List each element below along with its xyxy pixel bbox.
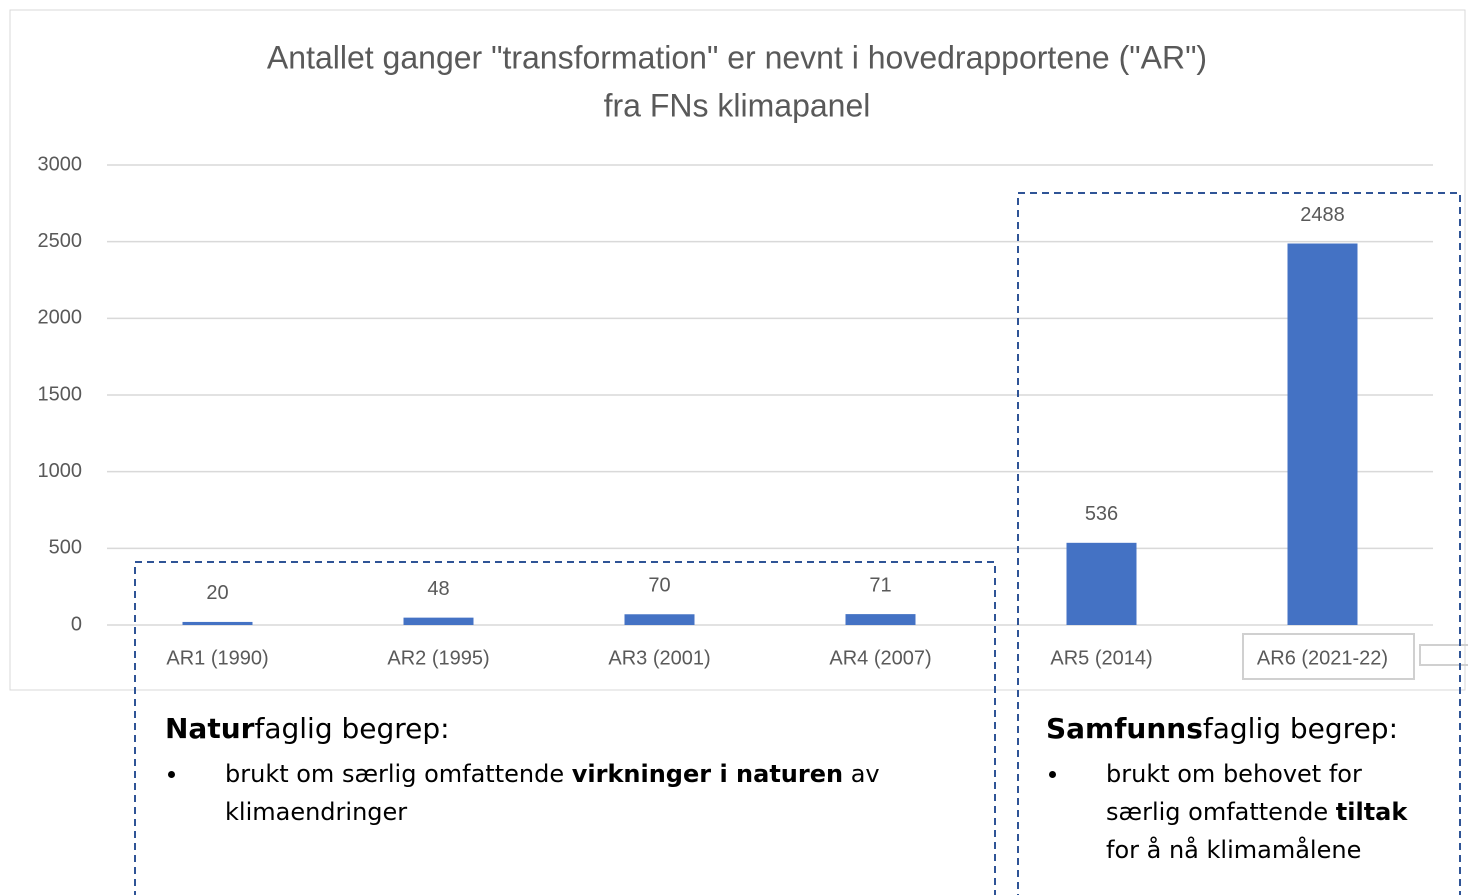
bullet-text: av klimaendringer: [225, 760, 880, 826]
selection-box: [1242, 633, 1415, 680]
annotation: Naturfaglig begrep: brukt om særlig omfa…: [165, 712, 965, 831]
bar: [1066, 542, 1137, 625]
bullet-text: for å nå klimamålene: [1106, 836, 1362, 864]
bar: [1287, 243, 1358, 626]
bar: [624, 614, 695, 625]
chart-title: Antallet ganger "transformation" er nevn…: [267, 39, 1207, 75]
y-tick-label: 0: [71, 613, 82, 635]
data-label: 48: [427, 578, 449, 600]
heading-text: faglig begrep:: [254, 712, 450, 745]
y-tick-label: 2000: [38, 307, 83, 329]
x-tick-label: AR4 (2007): [829, 647, 931, 669]
bullet-text: brukt om behovet for særlig omfattende: [1106, 760, 1362, 826]
chart-title: fra FNs klimapanel: [604, 87, 871, 123]
y-tick-label: 1000: [38, 460, 83, 482]
data-label: 20: [206, 582, 228, 604]
annotation-bullet: brukt om særlig omfattende virkninger i …: [165, 755, 925, 831]
y-tick-label: 500: [49, 537, 82, 559]
data-label: 71: [869, 574, 891, 596]
bullet-text: brukt om særlig omfattende: [225, 760, 572, 788]
x-tick-label: AR1 (1990): [166, 647, 268, 669]
heading-text: faglig begrep:: [1202, 712, 1399, 745]
bullet-dot: [1049, 771, 1056, 778]
annotation: Samfunnsfaglig begrep: brukt om behovet …: [1046, 712, 1456, 869]
y-tick-label: 1500: [38, 383, 83, 405]
bar: [182, 621, 253, 625]
x-tick-label: AR5 (2014): [1050, 647, 1152, 669]
bar: [403, 617, 474, 625]
heading-bold: Natur: [165, 712, 255, 745]
bullet-dot: [168, 771, 175, 778]
bullet-bold: virkninger i naturen: [571, 760, 844, 788]
group-box: [1017, 192, 1461, 895]
data-label: 70: [648, 575, 670, 597]
heading-bold: Samfunns: [1046, 712, 1203, 745]
annotation-heading: Samfunnsfaglig begrep:: [1046, 712, 1456, 745]
y-tick-label: 3000: [38, 153, 83, 175]
chart-frame: [9, 9, 1466, 691]
y-tick-label: 2500: [38, 230, 83, 252]
x-tick-label: AR6 (2021-22): [1257, 647, 1388, 669]
data-label: 536: [1085, 503, 1118, 525]
selection-box: [1419, 644, 1468, 666]
x-tick-label: AR3 (2001): [608, 647, 710, 669]
annotation-bullet: brukt om behovet for særlig omfattende t…: [1046, 755, 1436, 869]
annotation-heading: Naturfaglig begrep:: [165, 712, 965, 745]
data-label: 2488: [1300, 204, 1345, 226]
bullet-bold: tiltak: [1335, 798, 1408, 826]
x-tick-label: AR2 (1995): [387, 647, 489, 669]
bar: [845, 614, 916, 625]
